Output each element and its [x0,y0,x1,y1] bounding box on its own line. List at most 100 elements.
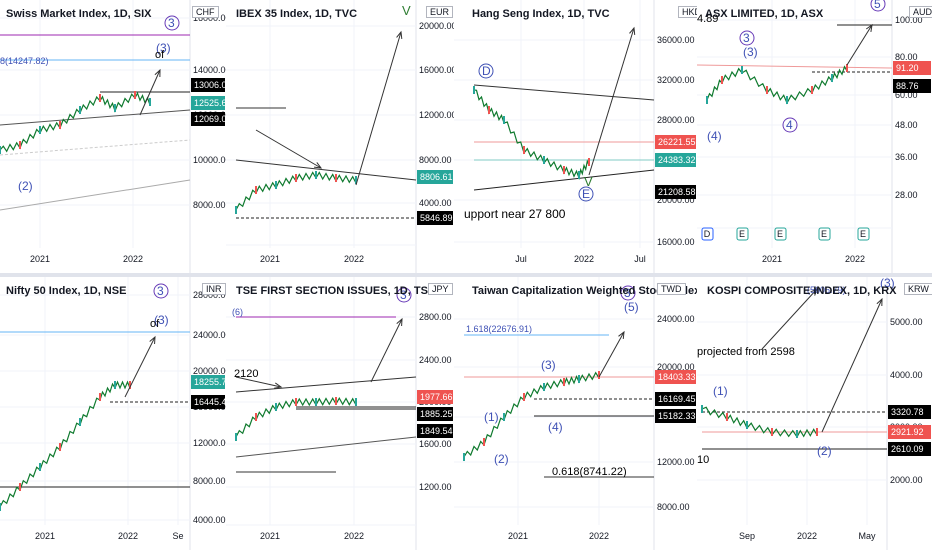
wave-label[interactable]: (1) [484,410,499,424]
wave-label[interactable]: E [582,187,590,201]
wave-label[interactable]: (3) [154,313,169,327]
chart-svg[interactable]: 16000.0014000.0012000.0010000.008000.002… [0,0,226,273]
candle [563,378,565,386]
wave-label[interactable]: of [150,318,160,330]
price-label: 1885.25 [420,409,453,419]
chart-panel-swiss-market-index[interactable]: 16000.0014000.0012000.0010000.008000.002… [0,0,226,273]
projection-arrow[interactable] [588,27,635,176]
chart-title: TSE FIRST SECTION ISSUES, 1D, TSE [236,285,436,297]
wave-label[interactable]: (4) [707,129,722,143]
y-tick-label: 1200.00 [419,482,452,492]
price-label: 16445.45 [194,397,226,407]
wave-label[interactable]: D [482,64,491,78]
projection-arrow[interactable] [255,129,322,169]
wave-label[interactable]: 3 [743,31,750,45]
wave-label[interactable]: 5 [874,0,881,11]
projection-arrow[interactable] [370,318,403,383]
candle [59,121,61,129]
wave-label[interactable]: V [402,3,411,18]
wave-label[interactable]: (5) [624,300,639,314]
trend-line[interactable] [0,139,191,156]
trend-line[interactable] [697,64,893,69]
wave-label[interactable]: (6) [232,307,243,317]
chart-panel-kospi[interactable]: 5000.004000.003000.002000.00Sep2022May(3… [697,277,932,550]
event-marker[interactable] [736,227,749,241]
wave-label[interactable]: (4) [548,420,563,434]
price-series-line [706,65,848,105]
wave-label[interactable]: 3 [400,288,407,302]
chart-svg[interactable]: 5000.004000.003000.002000.00Sep2022May(3… [697,277,932,550]
wave-label[interactable]: (3) [541,358,556,372]
wave-label[interactable]: 2120 [234,368,258,380]
chart-svg[interactable]: 28000.0024000.0020000.0016000.0012000.00… [0,277,226,550]
x-tick-label: 2022 [845,254,865,264]
projection-arrow[interactable] [598,331,625,378]
wave-label[interactable]: 3 [168,16,175,30]
candle [796,430,798,438]
chart-svg[interactable]: 36000.0032000.0028000.0024000.0020000.00… [454,0,697,273]
wave-label[interactable]: 1.618(22676.91) [466,324,532,334]
chart-panel-hang-seng[interactable]: 36000.0032000.0028000.0024000.0020000.00… [454,0,697,273]
chart-panel-nifty-50[interactable]: 28000.0024000.0020000.0016000.0012000.00… [0,277,226,550]
wave-label[interactable]: (2) [18,179,33,193]
chart-panel-tse-first-section[interactable]: 2800.002400.002000.001600.001200.0020212… [226,277,454,550]
wave-label[interactable]: (3) [743,45,758,59]
arrow-head [810,288,818,296]
wave-label[interactable]: (5606.79) [807,285,846,295]
y-tick-label: 4000.00 [890,370,923,380]
wave-label[interactable]: 4.89 [697,13,718,25]
chart-svg[interactable]: 24000.0020000.0016000.0012000.008000.002… [454,277,697,550]
wave-label[interactable]: (2) [494,452,509,466]
candle [811,86,813,94]
event-marker[interactable] [774,227,787,241]
wave-label[interactable]: projected from 2598 [697,346,795,358]
wave-label[interactable]: upport near 27 800 [464,207,566,221]
trend-line[interactable] [0,109,191,126]
trend-line[interactable] [473,169,655,191]
trend-line[interactable] [235,159,417,181]
event-marker[interactable] [701,227,714,241]
event-marker[interactable] [818,227,831,241]
projection-arrow[interactable] [124,336,156,398]
trend-line[interactable] [235,376,417,393]
y-tick-label: 2800.00 [419,312,452,322]
projection-arrow[interactable] [139,69,161,116]
wave-label[interactable]: 3 [157,284,164,298]
arrow-head [396,317,403,327]
wave-label[interactable]: of [155,49,165,61]
wave-label[interactable]: (1) [713,384,728,398]
price-label-box [191,395,225,409]
wave-label[interactable]: 4 [786,118,793,132]
chart-panel-ibex-35[interactable]: 20000.00 16000.00 12000.00 8000.00 4000.00 20… [226,0,454,273]
trend-line[interactable] [0,179,191,211]
wave-label[interactable]: 10 [697,454,709,466]
wave-label[interactable]: 0.618(8741.22) [552,466,627,478]
event-marker[interactable] [857,227,870,241]
wave-label[interactable]: (3) [156,41,171,55]
projection-arrow[interactable] [846,24,873,66]
chart-panel-taiwan-weighted[interactable]: 24000.0020000.0016000.0012000.008000.002… [454,277,697,550]
wave-label[interactable]: (2) [817,444,832,458]
wave-label[interactable]: V [584,174,593,189]
event-marker-label: E [777,229,783,239]
y-tick-label: 8000.00 [193,200,226,210]
chart-panel-asx-limited[interactable]: 100.00 80.00 60.00 48.00 36.00 28.00 2021 2022 5… [697,0,932,273]
x-tick-label: Jul [634,254,646,264]
projection-arrow[interactable] [821,298,883,433]
wave-label[interactable]: 8(14247.82) [0,56,49,66]
x-tick-label: Se [172,531,183,541]
chart-title: Hang Seng Index, 1D, TVC [472,8,610,20]
trend-line[interactable] [235,436,417,458]
candle [598,371,600,379]
wave-label[interactable]: 3 [624,286,631,300]
trend-line[interactable] [473,84,655,101]
chart-svg[interactable]: 20000.00 16000.00 12000.00 8000.00 4000.00 20… [226,0,454,273]
price-label: 18403.33 [658,372,696,382]
chart-svg[interactable]: 100.00 80.00 60.00 48.00 36.00 28.00 2021 2022 5… [697,0,932,273]
wave-label[interactable]: (3) [880,277,895,290]
chart-svg[interactable]: 2800.002400.002000.001600.001200.0020212… [226,277,454,550]
candle [255,186,257,194]
projection-arrow[interactable] [355,31,402,186]
projection-arrow[interactable] [761,288,818,350]
projection-arrow[interactable] [235,376,282,388]
